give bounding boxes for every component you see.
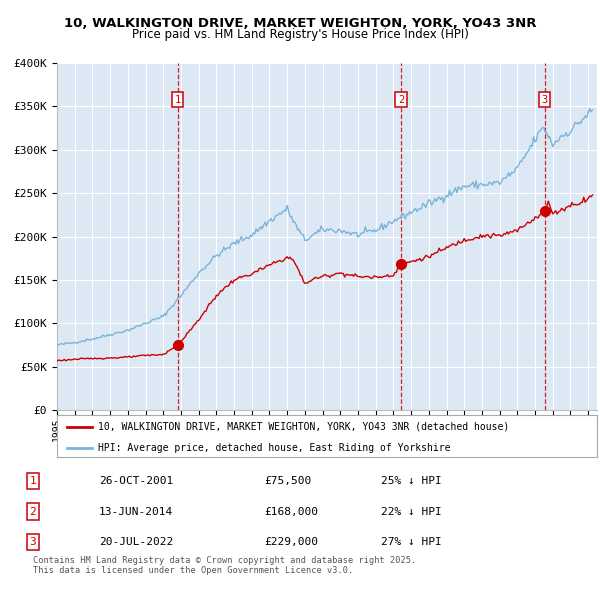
Text: 2: 2 <box>398 94 404 104</box>
Text: 2: 2 <box>29 507 37 516</box>
Text: 1: 1 <box>29 476 37 486</box>
Text: 10, WALKINGTON DRIVE, MARKET WEIGHTON, YORK, YO43 3NR: 10, WALKINGTON DRIVE, MARKET WEIGHTON, Y… <box>64 17 536 30</box>
Text: 27% ↓ HPI: 27% ↓ HPI <box>381 537 442 547</box>
Text: 26-OCT-2001: 26-OCT-2001 <box>99 476 173 486</box>
Text: £75,500: £75,500 <box>264 476 311 486</box>
Text: 3: 3 <box>29 537 37 547</box>
Text: 13-JUN-2014: 13-JUN-2014 <box>99 507 173 516</box>
Text: 20-JUL-2022: 20-JUL-2022 <box>99 537 173 547</box>
Text: 10, WALKINGTON DRIVE, MARKET WEIGHTON, YORK, YO43 3NR (detached house): 10, WALKINGTON DRIVE, MARKET WEIGHTON, Y… <box>97 422 509 432</box>
Text: 22% ↓ HPI: 22% ↓ HPI <box>381 507 442 516</box>
Text: 3: 3 <box>542 94 548 104</box>
Text: £229,000: £229,000 <box>264 537 318 547</box>
Text: Contains HM Land Registry data © Crown copyright and database right 2025.: Contains HM Land Registry data © Crown c… <box>33 556 416 565</box>
Text: 25% ↓ HPI: 25% ↓ HPI <box>381 476 442 486</box>
Text: This data is licensed under the Open Government Licence v3.0.: This data is licensed under the Open Gov… <box>33 566 353 575</box>
Text: £168,000: £168,000 <box>264 507 318 516</box>
Text: Price paid vs. HM Land Registry's House Price Index (HPI): Price paid vs. HM Land Registry's House … <box>131 28 469 41</box>
Text: 1: 1 <box>175 94 181 104</box>
Text: HPI: Average price, detached house, East Riding of Yorkshire: HPI: Average price, detached house, East… <box>97 443 450 453</box>
